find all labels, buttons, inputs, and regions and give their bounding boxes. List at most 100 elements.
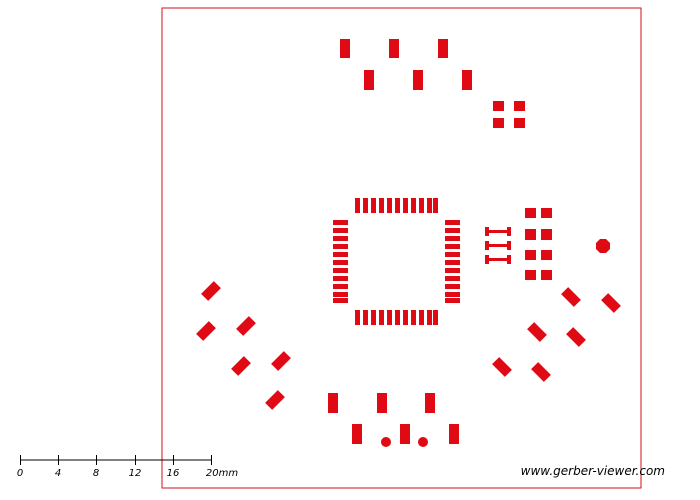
pad (514, 118, 525, 128)
pad (419, 310, 424, 325)
pad (381, 437, 391, 447)
pad (445, 298, 460, 303)
pad (328, 393, 338, 413)
pad (527, 322, 547, 342)
pad (525, 229, 536, 240)
board-outline (161, 7, 642, 489)
pad (265, 390, 285, 410)
pad (427, 198, 432, 213)
scale-label-12: 12 (128, 468, 142, 479)
watermark: www.gerber-viewer.com (520, 464, 665, 478)
pad (377, 393, 387, 413)
pad (333, 292, 348, 297)
pad (566, 327, 586, 347)
pad (411, 198, 416, 213)
pad (364, 70, 374, 90)
pad (403, 310, 408, 325)
pad (507, 241, 511, 250)
pad (363, 198, 368, 213)
pad (418, 437, 428, 447)
pad (486, 258, 510, 261)
pad (395, 198, 400, 213)
pad (531, 362, 551, 382)
pad (333, 228, 348, 233)
pad (485, 241, 489, 250)
pad (333, 260, 348, 265)
pad (425, 393, 435, 413)
pad (514, 101, 525, 111)
pad (541, 270, 552, 280)
pad (419, 198, 424, 213)
pad (387, 310, 392, 325)
pad (371, 198, 376, 213)
pads-layer (196, 39, 621, 447)
pad (201, 281, 221, 301)
pad (271, 351, 291, 371)
pad (333, 276, 348, 281)
pad (507, 255, 511, 264)
pad (355, 198, 360, 213)
pad (445, 236, 460, 241)
scale-label-0: 0 (16, 468, 24, 479)
pad (485, 227, 489, 236)
pad (493, 118, 504, 128)
pad (333, 298, 348, 303)
pad (438, 39, 448, 58)
pad (525, 250, 536, 260)
pad (403, 198, 408, 213)
pad (541, 208, 552, 218)
pad (601, 293, 621, 313)
pad (445, 276, 460, 281)
pad (433, 198, 438, 213)
pad (400, 424, 410, 444)
pad (485, 255, 489, 264)
pad (333, 236, 348, 241)
pad (541, 229, 552, 240)
pad (541, 250, 552, 260)
pad (596, 239, 610, 253)
pad (411, 310, 416, 325)
pad (493, 101, 504, 111)
pad (352, 424, 362, 444)
pad (525, 270, 536, 280)
pad (371, 310, 376, 325)
pad (389, 39, 399, 58)
pad (486, 244, 510, 247)
pad (413, 70, 423, 90)
pad (333, 268, 348, 273)
scale-label-4: 4 (54, 468, 62, 479)
pad (340, 39, 350, 58)
pad (492, 357, 512, 377)
pad (449, 424, 459, 444)
pad (379, 198, 384, 213)
pad (333, 244, 348, 249)
pad (445, 220, 460, 225)
pad (427, 310, 432, 325)
pad (561, 287, 581, 307)
pad (236, 316, 256, 336)
pad (507, 227, 511, 236)
scale-bar (20, 455, 212, 465)
pad (445, 284, 460, 289)
pad (445, 228, 460, 233)
pad (363, 310, 368, 325)
scale-label-8: 8 (92, 468, 100, 479)
pad (445, 268, 460, 273)
pad (196, 321, 216, 341)
pad (355, 310, 360, 325)
pad (231, 356, 251, 376)
pad (525, 208, 536, 218)
pad (445, 252, 460, 257)
pad (387, 198, 392, 213)
pad (433, 310, 438, 325)
scale-label-16: 16 (166, 468, 180, 479)
pad (486, 230, 510, 233)
pad (379, 310, 384, 325)
pad (462, 70, 472, 90)
pad (395, 310, 400, 325)
pad (445, 244, 460, 249)
pad (333, 220, 348, 225)
pad (333, 252, 348, 257)
scale-label-20mm: 20mm (205, 468, 239, 479)
